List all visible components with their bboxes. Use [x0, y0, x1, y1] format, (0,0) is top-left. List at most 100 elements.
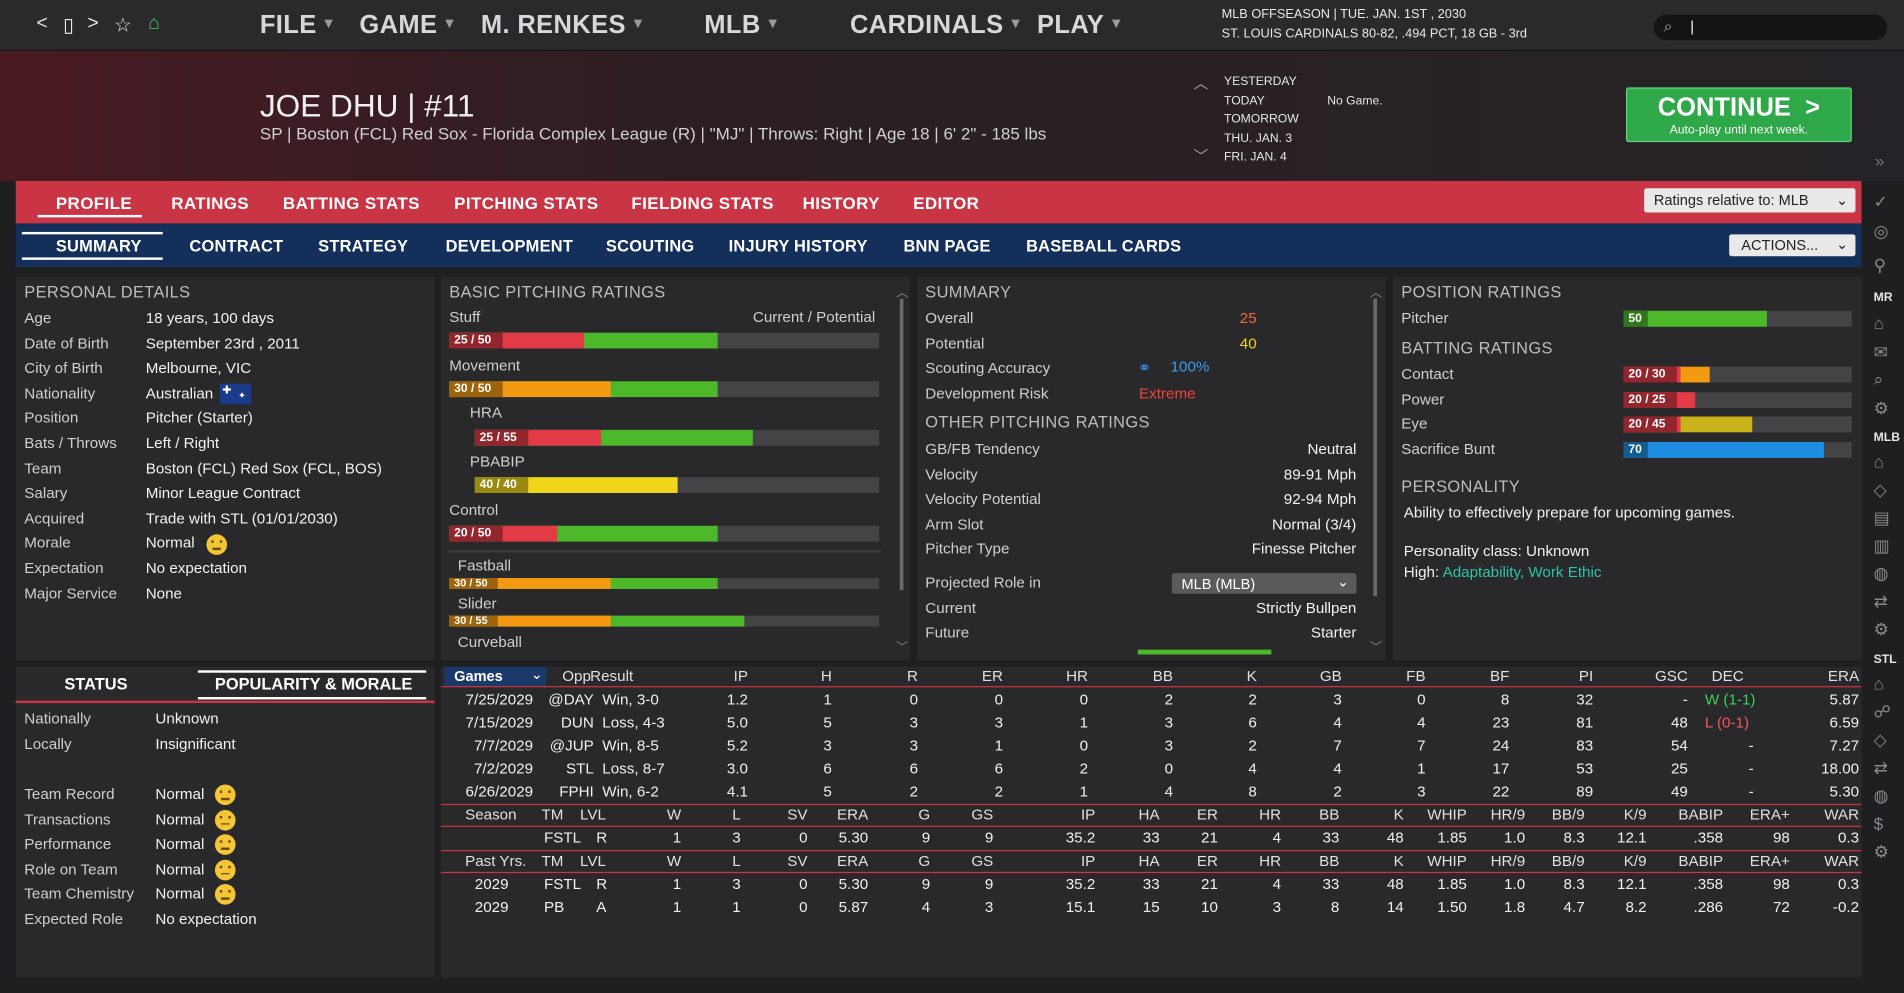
column-header[interactable]: GS — [971, 806, 994, 824]
scroll-down-icon[interactable]: ﹀ — [1369, 641, 1382, 655]
column-header[interactable]: DEC — [1711, 667, 1744, 685]
table-row[interactable]: 7/15/2029 DUN Loss, 4-3 5.0 5 3 3 1 3 6 4 4 23 81 48 L … — [441, 714, 1862, 736]
games-select[interactable]: Games ⌄ — [444, 665, 547, 687]
tab-bnn-page[interactable]: BNN PAGE — [903, 236, 991, 256]
tab-scouting[interactable]: SCOUTING — [605, 236, 695, 256]
column-header[interactable]: L — [732, 852, 741, 870]
table-row[interactable]: 7/7/2029 @JUP Win, 8-5 5.2 3 3 1 0 3 2 7 7 24 83 54 - 7.… — [441, 737, 1862, 759]
continue-button[interactable]: CONTINUE > Auto-play until next week. — [1625, 87, 1852, 143]
column-header[interactable]: GS — [971, 852, 994, 870]
column-header[interactable]: LVL — [580, 852, 606, 870]
day-yesterday[interactable]: YESTERDAY — [1224, 75, 1297, 89]
back-icon[interactable]: < — [36, 13, 48, 35]
actions-dropdown[interactable]: ACTIONS... ⌄ — [1729, 234, 1856, 257]
column-header[interactable]: PI — [1578, 667, 1594, 685]
menu-play[interactable]: PLAY ▼ — [1037, 11, 1124, 40]
scrollbar[interactable] — [1373, 298, 1378, 597]
column-header[interactable]: K — [1393, 852, 1404, 870]
column-header[interactable]: BB/9 — [1551, 806, 1585, 824]
tab-pitching-stats[interactable]: PITCHING STATS — [454, 193, 599, 213]
menu-game[interactable]: GAME ▼ — [359, 11, 457, 40]
search-input[interactable]: ⌕ | — [1653, 14, 1888, 41]
column-header[interactable]: HR — [1259, 806, 1282, 824]
tab-editor[interactable]: EDITOR — [913, 193, 980, 213]
column-header[interactable]: WAR — [1824, 806, 1860, 824]
column-header[interactable]: WHIP — [1427, 852, 1467, 870]
chevron-up-icon[interactable]: ︿ — [1193, 75, 1209, 93]
detail-value[interactable]: Boston (FCL) Red Sox (FCL, BOS) — [145, 459, 382, 477]
diamond-icon[interactable]: ◇ — [1873, 729, 1887, 750]
column-header[interactable]: G — [918, 852, 931, 870]
column-header[interactable]: K/9 — [1623, 806, 1647, 824]
column-header[interactable]: SV — [787, 806, 808, 824]
mail-icon[interactable]: ✉ — [1873, 342, 1888, 362]
scrollbar[interactable] — [899, 298, 904, 591]
star-icon[interactable]: ☆ — [114, 15, 132, 37]
column-header[interactable]: ER — [981, 667, 1004, 685]
day-fri[interactable]: FRI. JAN. 4 — [1224, 150, 1287, 164]
column-header[interactable]: ER — [1196, 852, 1218, 870]
tab-history[interactable]: HISTORY — [802, 193, 880, 213]
column-header[interactable]: GSC — [1654, 667, 1688, 685]
forward-icon[interactable]: > — [87, 13, 99, 35]
column-header[interactable]: BB/9 — [1551, 852, 1585, 870]
column-header[interactable]: BABIP — [1678, 852, 1724, 870]
chevron-down-icon[interactable]: ﹀ — [1193, 148, 1209, 166]
scroll-up-icon[interactable]: ︿ — [1369, 286, 1382, 300]
column-header[interactable]: R — [907, 667, 919, 685]
collapse-icon[interactable]: » — [1874, 150, 1885, 171]
menu-manager[interactable]: M. RENKES ▼ — [481, 11, 646, 40]
tab-development[interactable]: DEVELOPMENT — [445, 236, 574, 256]
tab-contract[interactable]: CONTRACT — [189, 236, 284, 256]
day-today[interactable]: TODAY — [1224, 94, 1265, 109]
column-header[interactable]: IP — [1080, 806, 1096, 824]
scroll-up-icon[interactable]: ︿ — [896, 286, 909, 300]
column-header[interactable]: LVL — [580, 806, 606, 824]
column-header[interactable]: K/9 — [1623, 852, 1647, 870]
column-header[interactable]: G — [918, 806, 931, 824]
column-header[interactable]: SV — [787, 852, 808, 870]
column-header[interactable]: ER — [1196, 806, 1218, 824]
menu-file[interactable]: FILE ▼ — [260, 11, 336, 40]
table-row[interactable]: FSTL R 1 3 0 5.30 9 9 35.2 33 21 4 33 48 1.85 1.0 8.3 12.… — [441, 829, 1862, 851]
baseball-icon[interactable]: ◍ — [1873, 785, 1889, 806]
chart-icon[interactable]: ▥ — [1873, 535, 1890, 555]
users-icon[interactable]: ☍ — [1873, 701, 1891, 722]
tab-baseball-cards[interactable]: BASEBALL CARDS — [1026, 236, 1182, 256]
column-header[interactable]: ERA — [837, 852, 869, 870]
table-row[interactable]: 7/25/2029 @DAY Win, 3-0 1.2 1 0 0 0 2 2 3 0 8 32 - W (1… — [441, 691, 1862, 713]
globe-icon[interactable]: ◎ — [1873, 221, 1889, 241]
projected-role-select[interactable]: MLB (MLB) ⌄ — [1171, 573, 1357, 594]
transfer-icon[interactable]: ⇄ — [1873, 757, 1888, 778]
column-header[interactable]: ERA — [837, 806, 869, 824]
home-icon[interactable]: ⌂ — [1873, 313, 1884, 333]
column-header[interactable]: GB — [1319, 667, 1342, 685]
detail-value[interactable]: Trade with STL (01/01/2030) — [145, 509, 338, 527]
baseball-icon[interactable]: ◍ — [1873, 563, 1889, 583]
day-thu[interactable]: THU. JAN. 3 — [1224, 132, 1293, 146]
column-header[interactable]: L — [732, 806, 741, 824]
column-header[interactable]: WAR — [1824, 852, 1860, 870]
news-icon[interactable]: ▤ — [1873, 507, 1890, 528]
scroll-down-icon[interactable]: ﹀ — [896, 641, 909, 655]
column-header[interactable]: Past Yrs. — [465, 852, 527, 870]
table-row[interactable]: 7/2/2029 STL Loss, 8-7 3.0 6 6 6 2 0 4 4 1 17 53 25 - 18… — [441, 760, 1862, 782]
transfer-icon[interactable]: ⇄ — [1873, 591, 1888, 611]
column-header[interactable]: WHIP — [1427, 806, 1467, 824]
column-header[interactable]: IP — [1080, 852, 1096, 870]
column-header[interactable]: IP — [733, 667, 749, 685]
tab-fielding-stats[interactable]: FIELDING STATS — [631, 193, 774, 213]
gear-icon[interactable]: ⚙ — [1873, 619, 1889, 639]
column-header[interactable]: HR — [1066, 667, 1089, 685]
column-header[interactable]: Season — [465, 806, 517, 824]
column-header[interactable]: Result — [590, 667, 634, 685]
tab-profile[interactable]: PROFILE — [55, 193, 133, 213]
table-row[interactable]: 2029 PB A 1 1 0 5.87 4 3 15.1 15 10 3 8 14 1.50 1.8 4.7 8.… — [441, 899, 1862, 921]
table-row[interactable]: 2029 FSTL R 1 3 0 5.30 9 9 35.2 33 21 4 33 48 1.85 1.0 8.… — [441, 876, 1862, 898]
diamond-icon[interactable]: ◇ — [1873, 479, 1887, 500]
column-header[interactable]: W — [666, 852, 682, 870]
column-header[interactable]: FB — [1406, 667, 1426, 685]
menu-mlb[interactable]: MLB ▼ — [704, 11, 780, 40]
table-row[interactable]: 6/26/2029 FPHI Win, 6-2 4.1 5 2 2 1 4 8 2 3 22 89 49-5… — [441, 783, 1862, 805]
column-header[interactable]: HR — [1259, 852, 1282, 870]
